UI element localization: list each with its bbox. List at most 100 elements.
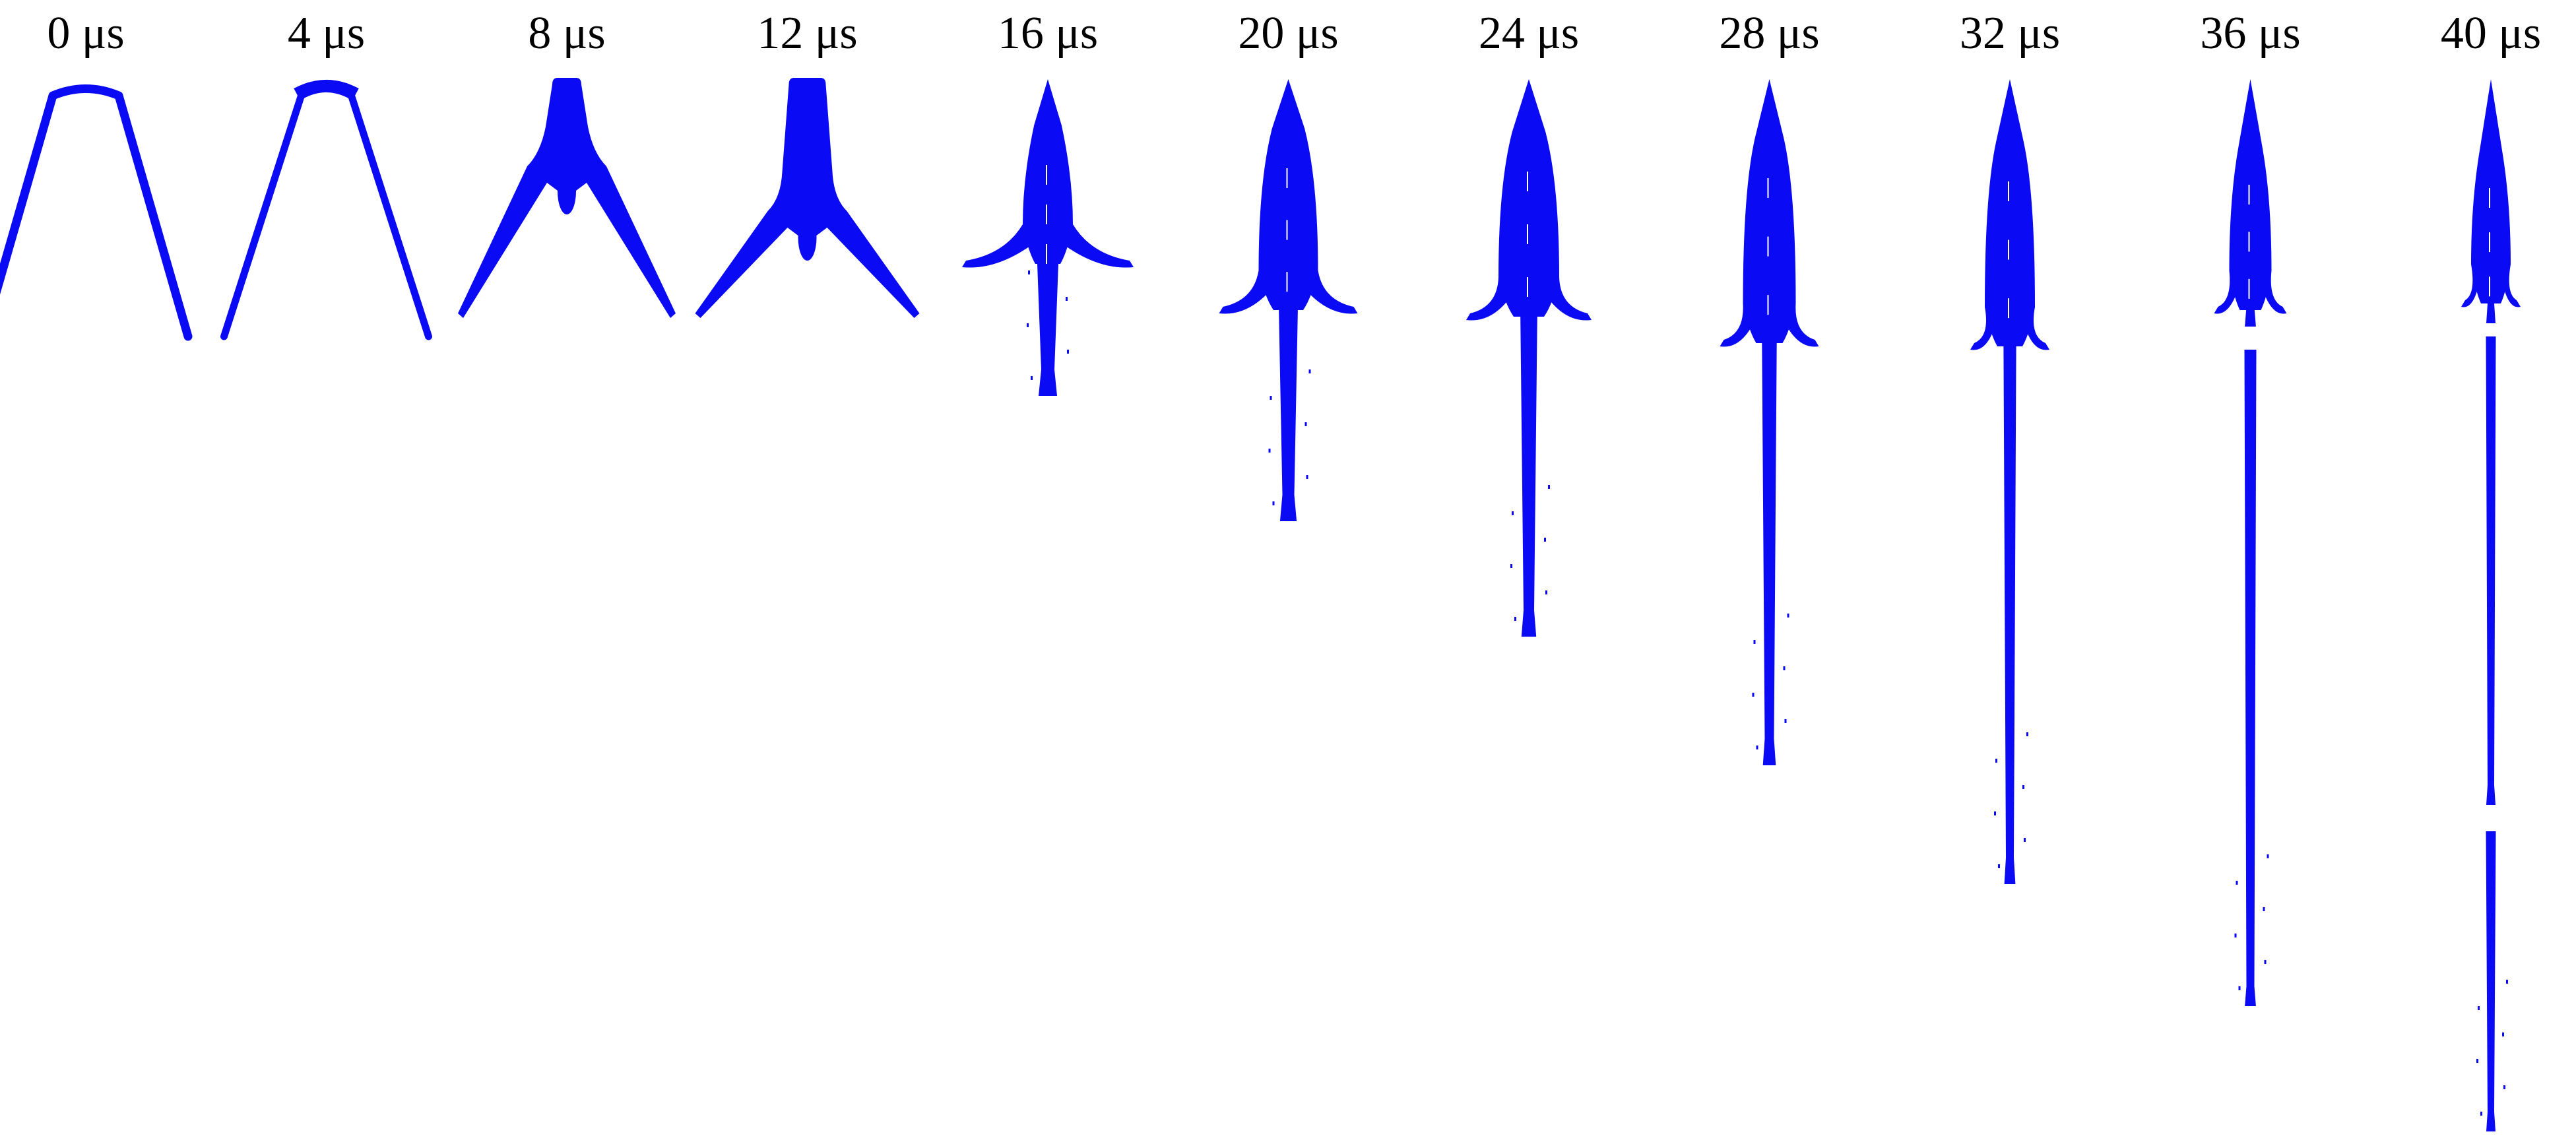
jet-wing-left	[1219, 270, 1271, 314]
jet-frame-0	[0, 84, 193, 341]
frame-time-label: 8 μs	[528, 8, 606, 59]
jet-fragment	[1308, 369, 1311, 373]
jet-tail	[1762, 343, 1777, 765]
jet-fragment	[1752, 693, 1755, 697]
jet-fragment	[1067, 350, 1069, 354]
jet-fragment	[1031, 376, 1033, 380]
jet-fragment	[1995, 759, 1997, 763]
jet-head	[1498, 79, 1559, 317]
jet-tail-segment	[2486, 831, 2496, 1131]
jet-fragment	[1066, 297, 1068, 301]
jet-fragment	[2263, 907, 2265, 911]
jet-wing-right	[1785, 303, 1819, 347]
jet-frame-3	[695, 78, 920, 318]
jet-head	[2229, 79, 2272, 310]
jet-fragment	[1268, 449, 1271, 453]
jet-wing-right	[2263, 270, 2287, 314]
jet-wing-left	[1970, 307, 1995, 350]
jet-wing-right	[1062, 224, 1134, 268]
frame-time-label: 28 μs	[1719, 8, 1820, 59]
frame-time-label: 4 μs	[287, 8, 366, 59]
jet-wing-right	[1306, 270, 1358, 314]
jet-wing-left	[2461, 264, 2479, 307]
jet-head	[1743, 79, 1796, 343]
jet-frame-5	[1219, 79, 1358, 521]
jet-fragment	[1270, 396, 1272, 400]
jet-fragment	[2506, 980, 2508, 984]
jet-tail-segment	[2244, 307, 2257, 327]
jet-head	[1023, 79, 1073, 264]
liner-shape	[220, 85, 432, 340]
jet-body	[458, 78, 676, 318]
jet-fragment	[2264, 960, 2267, 964]
jet-fragment	[1514, 617, 1516, 621]
jet-fragment	[2024, 838, 2026, 842]
jet-tail	[1520, 317, 1537, 637]
jet-fragment	[1548, 485, 1550, 489]
jet-fragment	[2480, 1112, 2482, 1116]
jet-fragment	[2234, 934, 2237, 937]
jet-fragment	[1070, 244, 1072, 248]
jet-frame-6	[1466, 79, 1592, 637]
jet-wing-right	[2503, 264, 2521, 307]
frame-time-label: 12 μs	[757, 8, 858, 59]
jet-wing-left	[1720, 303, 1754, 347]
jet-fragment	[1784, 719, 1787, 723]
jet-body	[695, 78, 920, 318]
jet-fragment	[1510, 564, 1512, 568]
frame-time-label: 32 μs	[1959, 8, 2061, 59]
jet-frame-4	[962, 79, 1134, 396]
slug	[558, 168, 576, 214]
jet-fragment	[2022, 785, 2024, 789]
jet-wing-left	[1466, 277, 1511, 321]
jet-fragment	[1306, 475, 1308, 479]
jet-fragment	[1994, 811, 1996, 815]
frame-time-label: 16 μs	[997, 8, 1099, 59]
jet-tail	[2003, 346, 2016, 884]
jet-fragment	[1027, 323, 1029, 327]
liner-shape	[0, 84, 193, 341]
jet-fragment	[1028, 270, 1030, 274]
jet-tail	[1279, 310, 1298, 521]
jet-fragment	[2236, 881, 2238, 885]
frame-time-label: 36 μs	[2200, 8, 2301, 59]
jet-frame-10	[2461, 79, 2521, 1131]
jet-fragment	[1783, 666, 1786, 670]
jet-fragment	[1998, 864, 2000, 868]
jet-fragment	[1512, 511, 1514, 515]
jet-frame-9	[2214, 79, 2287, 1006]
jet-head	[2471, 79, 2511, 303]
frame-time-label: 0 μs	[47, 8, 125, 59]
jet-fragment	[2026, 732, 2028, 736]
jet-fragment	[2478, 1006, 2480, 1010]
frame-time-label: 20 μs	[1238, 8, 1339, 59]
jet-head	[1258, 79, 1318, 310]
jet-tail-segment	[2486, 336, 2496, 805]
jet-tail-segment	[2244, 350, 2257, 1006]
frame-time-label: 24 μs	[1478, 8, 1580, 59]
jet-wing-left	[2214, 270, 2238, 314]
jet-fragment	[2476, 1059, 2478, 1063]
jet-frame-2	[458, 78, 676, 318]
jet-fragment	[1544, 538, 1546, 542]
jet-fragment	[1545, 590, 1547, 594]
jet-frame-7	[1720, 79, 1819, 765]
jet-fragment	[2502, 1032, 2504, 1036]
liner-apex	[294, 80, 359, 100]
jet-wing-right	[2024, 307, 2049, 350]
frame-time-label: 40 μs	[2440, 8, 2542, 59]
jet-head	[1985, 79, 2035, 346]
jet-wing-left	[962, 224, 1033, 268]
jet-tail-segment	[2486, 303, 2496, 323]
jet-tail	[1037, 264, 1058, 396]
jet-frame-8	[1970, 79, 2049, 884]
jet-wing-right	[1547, 277, 1592, 321]
jet-fragment	[1756, 745, 1758, 749]
jet-fragment	[2503, 1085, 2505, 1089]
jet-fragment	[2267, 854, 2269, 858]
jet-fragment	[1304, 422, 1307, 426]
jet-fragment	[1272, 501, 1275, 505]
jet-fragment	[1787, 614, 1789, 618]
